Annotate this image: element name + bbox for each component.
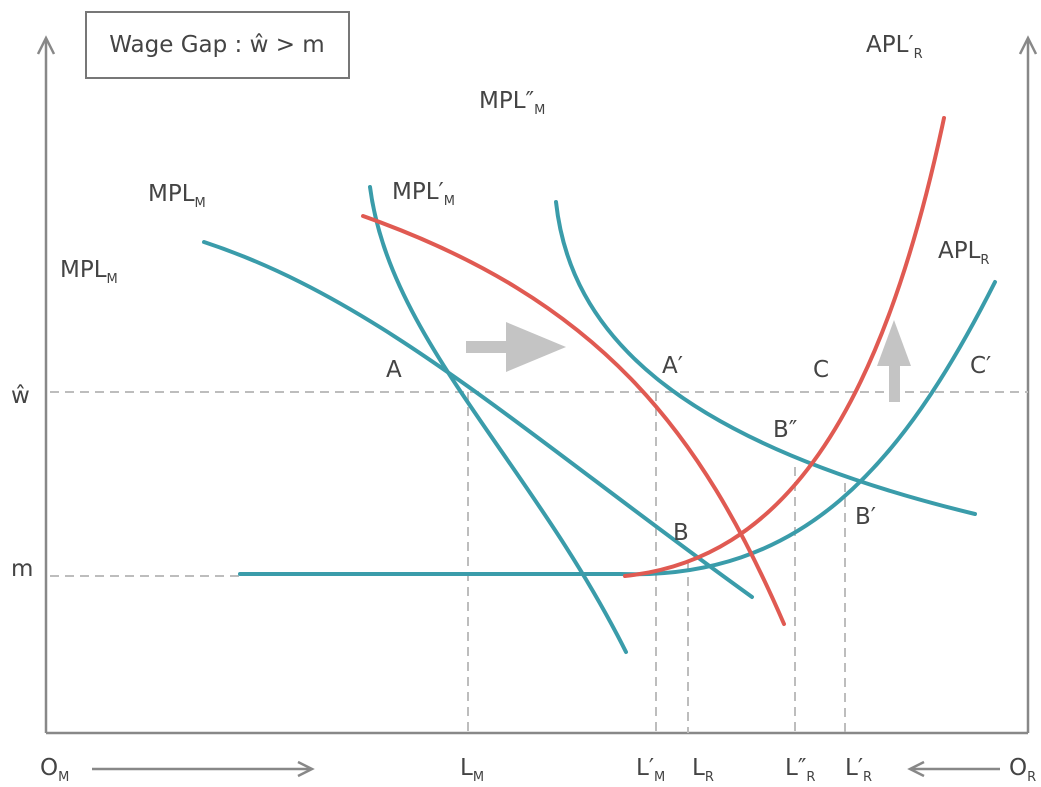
- title-text: Wage Gap : ŵ > m: [109, 32, 324, 58]
- point-c-prime-label: C′: [970, 353, 991, 379]
- m-label: m: [11, 556, 33, 582]
- direction-arrows: [92, 760, 1000, 778]
- origin-m-label: OM: [40, 755, 69, 785]
- point-b-label: B: [673, 520, 689, 546]
- point-a-prime-label: A′: [662, 353, 683, 379]
- title-frame: [85, 11, 350, 79]
- lr-label: LR: [692, 755, 714, 785]
- lm-label: LM: [460, 755, 484, 785]
- apl-r-label: APLR: [938, 238, 989, 268]
- mpl-prime-m-label: MPL′M: [392, 179, 455, 209]
- right-shift-arrow-shaft: [466, 341, 512, 353]
- apl-prime-r-curve: [623, 116, 946, 578]
- lppr-label: L″R: [785, 755, 815, 785]
- apl-prime-r-label: APL′R: [866, 32, 923, 62]
- point-b-prime-label: B′: [855, 504, 876, 530]
- mpl-prime-m-curve: [368, 185, 628, 654]
- point-c-label: C: [813, 357, 829, 383]
- right-shift-arrowhead: [506, 322, 566, 372]
- mpl-m-label: MPLM: [60, 257, 118, 287]
- point-a-label: A: [386, 357, 402, 383]
- curves: [202, 116, 997, 654]
- right-y-axis-arrowhead: [1018, 35, 1038, 55]
- red-shifted-curve: [361, 214, 786, 626]
- up-shift-arrowhead: [877, 320, 911, 366]
- up-shift-arrow-shaft: [889, 360, 900, 402]
- axes: [36, 35, 1038, 735]
- point-b-double-prime-label: B″: [773, 417, 798, 443]
- apl-r-curve: [238, 280, 997, 577]
- mpl-m-curve: [202, 240, 754, 599]
- lpr-label: L′R: [845, 755, 872, 785]
- guide-lines: [50, 391, 1028, 733]
- left-y-axis-arrowhead: [36, 35, 56, 55]
- shift-arrows: [466, 320, 911, 402]
- origin-r-label: OR: [1009, 755, 1036, 785]
- left-origin-arrowhead: [297, 760, 315, 778]
- right-origin-arrowhead: [907, 760, 925, 778]
- lpm-label: L′M: [636, 755, 665, 785]
- w-hat-label: ŵ: [11, 383, 30, 409]
- title-box: Wage Gap : ŵ > m: [85, 11, 350, 79]
- mpl-m-outer-label: MPLM: [148, 181, 206, 211]
- mpl-double-prime-m-label: MPL″M: [479, 88, 545, 118]
